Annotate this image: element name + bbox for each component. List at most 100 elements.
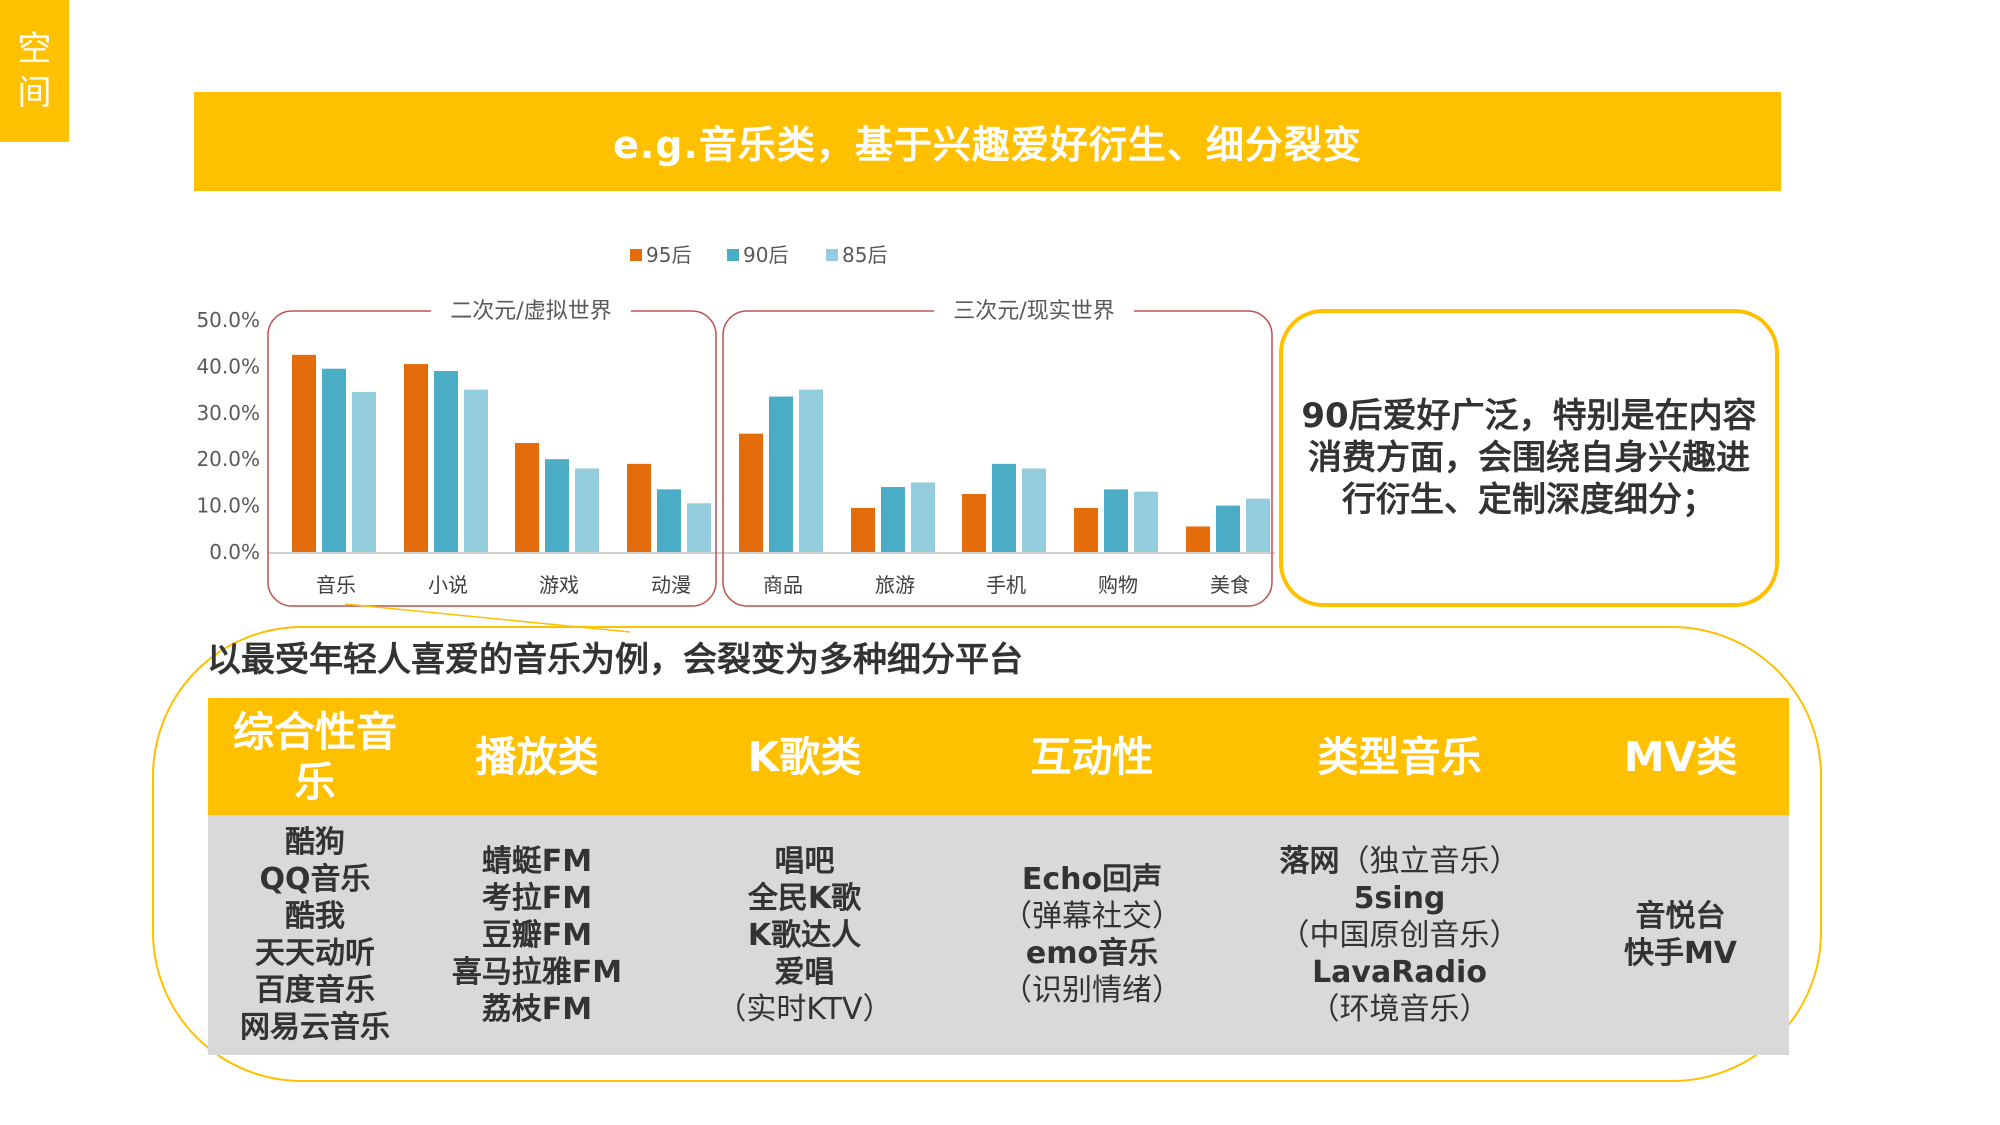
- legend-swatch: [826, 249, 838, 261]
- bar: [1074, 507, 1098, 552]
- group-label: 二次元/虚拟世界: [450, 299, 611, 324]
- x-tick-label: 美食: [1210, 573, 1250, 597]
- legend-label: 95后: [646, 243, 691, 267]
- legend-swatch: [630, 249, 642, 261]
- header-general-music: 综合性音乐: [233, 707, 397, 806]
- header-karaoke: K歌类: [747, 732, 862, 781]
- bar: [322, 368, 346, 552]
- y-tick-label: 40.0%: [196, 354, 260, 378]
- banner: e.g.音乐类，基于兴趣爱好衍生、细分裂变: [194, 92, 1781, 191]
- platform-item: 考拉FM: [481, 880, 593, 916]
- column-genre-music: 落网（独立音乐） 5sing （中国原创音乐） LavaRadio （环境音乐）: [1227, 815, 1572, 1055]
- platform-item: 落网（独立音乐）: [1279, 843, 1520, 879]
- y-tick-label: 10.0%: [196, 494, 260, 518]
- bar: [434, 371, 458, 552]
- platform-item: 蜻蜓FM: [481, 843, 593, 879]
- bar: [851, 507, 875, 552]
- platform-table: 综合性音乐 播放类 K歌类 互动性 类型音乐 MV类 酷狗 QQ音乐 酷我 天天动听百…: [208, 698, 1789, 1055]
- bar: [515, 442, 539, 552]
- x-tick-label: 旅游: [875, 573, 915, 597]
- y-tick-label: 0.0%: [209, 540, 260, 564]
- platform-item: LavaRadio: [1312, 954, 1487, 990]
- platform-item: 音悦台: [1635, 899, 1726, 934]
- bar: [1104, 489, 1128, 552]
- platform-item: K歌达人: [747, 917, 862, 953]
- column-karaoke: 唱吧 全民K歌 K歌达人 爱唱 （实时KTV）: [652, 815, 957, 1055]
- bar: [545, 459, 569, 552]
- bar: [799, 389, 823, 552]
- platform-item: 百度音乐: [255, 973, 375, 1008]
- header-interactive: 互动性: [1030, 732, 1154, 781]
- bar: [464, 389, 488, 552]
- bar: [687, 503, 711, 552]
- y-tick-label: 30.0%: [196, 401, 260, 425]
- y-tick-label: 50.0%: [196, 308, 260, 332]
- platform-table-header: 综合性音乐 播放类 K歌类 互动性 类型音乐 MV类: [208, 698, 1789, 815]
- platform-item: 唱吧: [774, 843, 835, 879]
- platform-item: （识别情绪）: [1002, 973, 1182, 1008]
- platform-item: 豆瓣FM: [481, 917, 593, 953]
- platform-item: 全民K歌: [747, 880, 862, 916]
- bar: [911, 482, 935, 552]
- bar: [352, 391, 376, 552]
- bar: [404, 364, 428, 552]
- header-mv: MV类: [1623, 732, 1738, 781]
- bar: [575, 468, 599, 552]
- platform-item: 快手MV: [1623, 936, 1738, 971]
- platform-item: 天天动听: [255, 936, 375, 971]
- section-tab-char: 间: [17, 73, 52, 113]
- group-label: 三次元/现实世界: [953, 299, 1114, 324]
- platform-item: QQ音乐: [259, 862, 371, 897]
- header-genre-music: 类型音乐: [1317, 732, 1482, 781]
- platform-item: （中国原创音乐）: [1279, 917, 1520, 953]
- group-label-bg: [431, 292, 631, 330]
- insight-text: 90后爱好广泛，特别是在内容消费方面，会围绕自身兴趣进行衍生、定制深度细分；: [1301, 396, 1757, 520]
- column-interactive: Echo回声 （弹幕社交） emo音乐 （识别情绪）: [957, 815, 1227, 1055]
- bar: [1134, 491, 1158, 552]
- platform-item: 5sing: [1353, 880, 1446, 916]
- bar: [292, 354, 316, 552]
- x-tick-label: 小说: [428, 573, 468, 597]
- bar: [962, 494, 986, 552]
- x-tick-label: 音乐: [316, 573, 356, 597]
- column-general-music: 酷狗 QQ音乐 酷我 天天动听 百度音乐 网易云音乐: [208, 815, 422, 1055]
- bar: [1246, 498, 1270, 552]
- bar: [1186, 526, 1210, 552]
- x-tick-label: 游戏: [539, 573, 579, 597]
- platform-item: 酷狗: [285, 825, 345, 860]
- insight-callout: 90后爱好广泛，特别是在内容消费方面，会围绕自身兴趣进行衍生、定制深度细分；: [1279, 309, 1779, 607]
- x-tick-label: 购物: [1098, 573, 1138, 597]
- section-tab-char: 空: [17, 29, 52, 69]
- banner-title: e.g.音乐类，基于兴趣爱好衍生、细分裂变: [613, 123, 1362, 167]
- example-title: 以最受年轻人喜爱的音乐为例，会裂变为多种细分平台: [207, 640, 1023, 680]
- column-mv: 音悦台 快手MV: [1572, 815, 1789, 1055]
- section-tab: 空 间: [0, 0, 69, 142]
- x-tick-label: 手机: [986, 573, 1026, 597]
- x-tick-label: 商品: [763, 573, 803, 597]
- example-frame: [152, 626, 1822, 1082]
- header-playback: 播放类: [475, 732, 599, 781]
- platform-item: emo音乐: [1025, 936, 1159, 971]
- platform-table-body: 酷狗 QQ音乐 酷我 天天动听 百度音乐 网易云音乐 蜻蜓FM 考拉FM 豆瓣FM 喜马拉雅FM…: [208, 815, 1789, 1055]
- legend-label: 90后: [743, 243, 788, 267]
- bar: [769, 396, 793, 552]
- bar: [881, 487, 905, 552]
- x-tick-label: 动漫: [651, 573, 691, 597]
- platform-item: 酷我: [285, 899, 345, 934]
- platform-item: 喜马拉雅FM: [451, 954, 623, 990]
- legend-label: 85后: [842, 243, 887, 267]
- platform-item: 荔枝FM: [481, 991, 593, 1027]
- platform-item: （实时KTV）: [716, 991, 893, 1027]
- bar: [1216, 505, 1240, 552]
- y-tick-label: 20.0%: [196, 447, 260, 471]
- bar-chart: 0.0% 10.0% 20.0% 30.0% 40.0% 50.0% 音乐 小说 游戏 动漫 商品 旅…: [196, 243, 1275, 633]
- platform-item: （弹幕社交）: [1002, 899, 1182, 934]
- platform-item: Echo回声: [1021, 862, 1163, 897]
- platform-item: 网易云音乐: [240, 1010, 390, 1045]
- bar: [992, 463, 1016, 552]
- group-label-bg: [934, 292, 1134, 330]
- bar: [657, 489, 681, 552]
- platform-item: （环境音乐）: [1309, 991, 1490, 1027]
- platform-item: 爱唱: [774, 954, 835, 990]
- legend-swatch: [727, 249, 739, 261]
